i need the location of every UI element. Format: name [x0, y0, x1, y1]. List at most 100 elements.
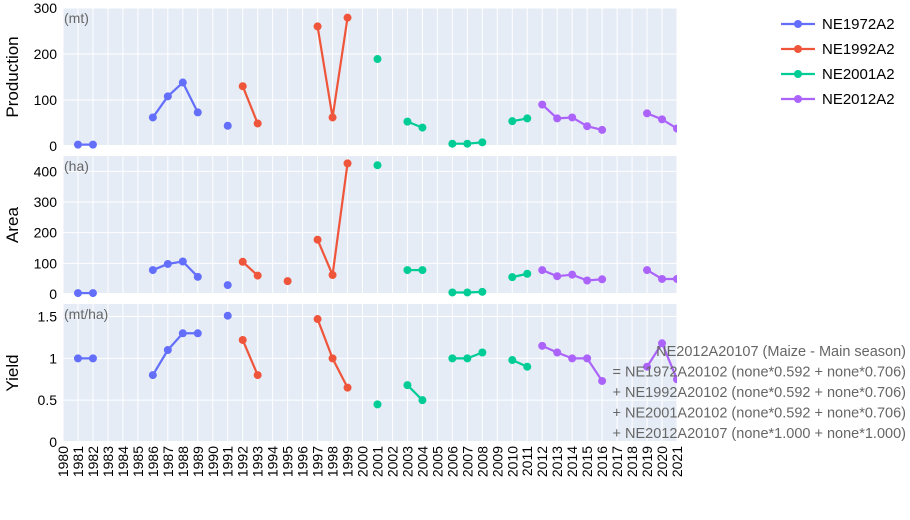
- data-point[interactable]: [178, 78, 187, 87]
- x-tick-label: 1992: [235, 446, 251, 477]
- data-point[interactable]: [568, 354, 577, 363]
- unit-label: (ha): [64, 158, 89, 174]
- data-point[interactable]: [373, 55, 382, 64]
- data-point[interactable]: [448, 354, 457, 363]
- series-NE2012A2: [538, 266, 681, 285]
- data-point[interactable]: [553, 114, 562, 123]
- data-point[interactable]: [178, 257, 187, 266]
- data-point[interactable]: [328, 270, 337, 279]
- data-point[interactable]: [598, 376, 607, 385]
- data-point[interactable]: [373, 400, 382, 409]
- series-NE2001A2: [373, 348, 532, 409]
- data-point[interactable]: [148, 113, 157, 122]
- data-point[interactable]: [448, 288, 457, 297]
- data-point[interactable]: [673, 274, 681, 283]
- data-point[interactable]: [538, 100, 547, 109]
- data-point[interactable]: [478, 348, 487, 357]
- data-point[interactable]: [373, 161, 382, 170]
- data-point[interactable]: [538, 341, 547, 350]
- data-point[interactable]: [163, 92, 172, 101]
- legend-item-NE2012A2[interactable]: NE2012A2: [781, 91, 895, 108]
- data-point[interactable]: [73, 289, 82, 298]
- unit-label: (mt/ha): [64, 306, 108, 322]
- data-point[interactable]: [508, 273, 517, 282]
- data-point[interactable]: [568, 270, 577, 279]
- data-point[interactable]: [148, 266, 157, 275]
- data-point[interactable]: [88, 289, 97, 298]
- legend-item-NE1972A2[interactable]: NE1972A2: [781, 16, 895, 33]
- data-point[interactable]: [193, 108, 202, 117]
- data-point[interactable]: [598, 275, 607, 284]
- data-point[interactable]: [658, 274, 667, 283]
- data-point[interactable]: [313, 235, 322, 244]
- data-point[interactable]: [418, 396, 427, 405]
- data-point[interactable]: [343, 13, 352, 22]
- data-point[interactable]: [88, 354, 97, 363]
- data-point[interactable]: [478, 287, 487, 296]
- data-point[interactable]: [658, 115, 667, 124]
- data-point[interactable]: [523, 362, 532, 371]
- data-point[interactable]: [403, 266, 412, 275]
- data-point[interactable]: [163, 346, 172, 354]
- data-point[interactable]: [223, 121, 232, 130]
- x-tick-label: 2007: [459, 446, 475, 477]
- data-point[interactable]: [523, 269, 532, 278]
- data-point[interactable]: [193, 329, 202, 338]
- data-point[interactable]: [88, 140, 97, 149]
- data-point[interactable]: [658, 339, 667, 348]
- data-point[interactable]: [448, 139, 457, 148]
- data-point[interactable]: [463, 288, 472, 297]
- data-point[interactable]: [553, 348, 562, 357]
- data-point[interactable]: [313, 315, 322, 324]
- data-point[interactable]: [253, 371, 262, 380]
- data-point[interactable]: [673, 375, 681, 384]
- data-point[interactable]: [313, 22, 322, 31]
- data-point[interactable]: [418, 266, 427, 275]
- data-point[interactable]: [643, 109, 652, 118]
- data-point[interactable]: [508, 356, 517, 365]
- data-point[interactable]: [643, 362, 652, 371]
- data-point[interactable]: [478, 138, 487, 147]
- x-tick-label: 2014: [564, 446, 580, 477]
- data-point[interactable]: [73, 354, 82, 363]
- x-tick-label: 2012: [534, 446, 550, 477]
- x-tick-label: 1986: [145, 446, 161, 477]
- data-point[interactable]: [508, 117, 517, 126]
- data-point[interactable]: [553, 272, 562, 281]
- data-point[interactable]: [463, 354, 472, 363]
- data-point[interactable]: [238, 335, 247, 344]
- data-point[interactable]: [253, 119, 262, 128]
- data-point[interactable]: [223, 281, 232, 290]
- data-point[interactable]: [583, 122, 592, 131]
- data-point[interactable]: [583, 354, 592, 363]
- data-point[interactable]: [463, 139, 472, 148]
- legend-item-NE2001A2[interactable]: NE2001A2: [781, 66, 895, 83]
- data-point[interactable]: [403, 381, 412, 390]
- data-point[interactable]: [418, 123, 427, 132]
- y-tick-label: 0: [49, 434, 57, 450]
- data-point[interactable]: [343, 159, 352, 168]
- data-point[interactable]: [643, 266, 652, 275]
- data-point[interactable]: [253, 271, 262, 280]
- data-point[interactable]: [343, 383, 352, 392]
- data-point[interactable]: [148, 371, 157, 380]
- data-point[interactable]: [238, 257, 247, 266]
- data-point[interactable]: [163, 259, 172, 268]
- data-point[interactable]: [403, 117, 412, 126]
- data-point[interactable]: [583, 276, 592, 285]
- data-point[interactable]: [283, 277, 292, 286]
- data-point[interactable]: [73, 140, 82, 149]
- legend-item-NE1992A2[interactable]: NE1992A2: [781, 41, 895, 58]
- data-point[interactable]: [523, 114, 532, 123]
- data-point[interactable]: [598, 125, 607, 134]
- data-point[interactable]: [538, 266, 547, 275]
- data-point[interactable]: [673, 124, 681, 133]
- data-point[interactable]: [193, 272, 202, 281]
- legend[interactable]: NE1972A2 NE1992A2 NE2001A2 NE2012A2: [781, 16, 895, 108]
- data-point[interactable]: [328, 354, 337, 363]
- data-point[interactable]: [328, 113, 337, 122]
- data-point[interactable]: [223, 311, 232, 320]
- data-point[interactable]: [178, 329, 187, 338]
- data-point[interactable]: [238, 82, 247, 91]
- data-point[interactable]: [568, 113, 577, 122]
